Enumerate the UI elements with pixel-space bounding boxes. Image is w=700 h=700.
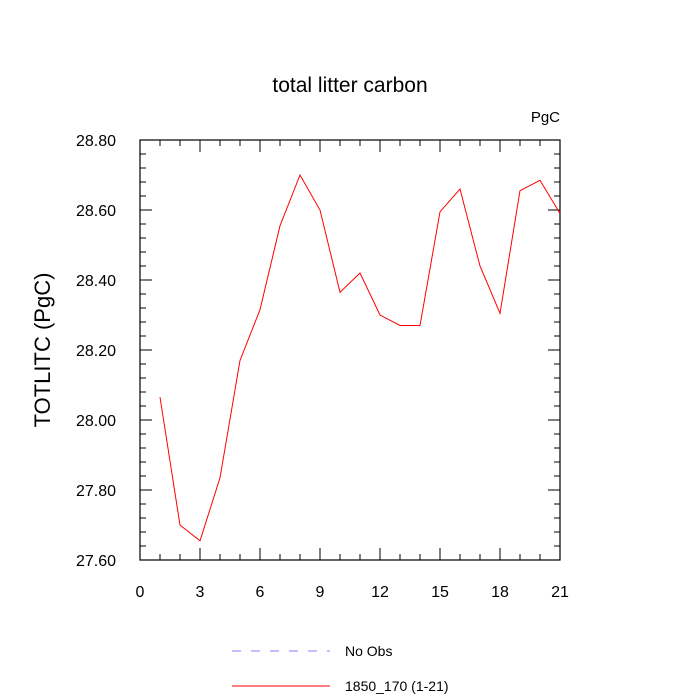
x-tick-label: 18 (491, 584, 509, 601)
x-tick-label: 6 (256, 584, 265, 601)
x-tick-label: 9 (316, 584, 325, 601)
legend-label: 1850_170 (1-21) (345, 678, 449, 694)
units-label: PgC (531, 109, 560, 126)
legend: No Obs 1850_170 (1-21) (232, 643, 449, 694)
y-axis-label: TOTLITC (PgC) (30, 273, 55, 428)
x-tick-label: 21 (551, 584, 569, 601)
y-tick-label: 28.80 (76, 133, 116, 150)
legend-label: No Obs (345, 643, 392, 659)
axis-ticks: 0 3 6 9 12 15 18 21 27.60 27.80 28.00 28.20 28.40 28.… (76, 133, 569, 601)
y-tick-label: 27.60 (76, 553, 116, 570)
y-tick-label: 27.80 (76, 483, 116, 500)
x-tick-label: 15 (431, 584, 449, 601)
chart-title: total litter carbon (272, 74, 427, 97)
x-tick-label: 12 (371, 584, 389, 601)
series-line (159, 173, 561, 542)
plot-frame (139, 139, 561, 561)
y-tick-label: 28.20 (76, 343, 116, 360)
y-tick-label: 28.00 (76, 413, 116, 430)
series-layer (159, 173, 561, 542)
x-tick-label: 0 (136, 584, 145, 601)
y-tick-label: 28.40 (76, 273, 116, 290)
y-tick-label: 28.60 (76, 203, 116, 220)
x-tick-label: 3 (196, 584, 205, 601)
